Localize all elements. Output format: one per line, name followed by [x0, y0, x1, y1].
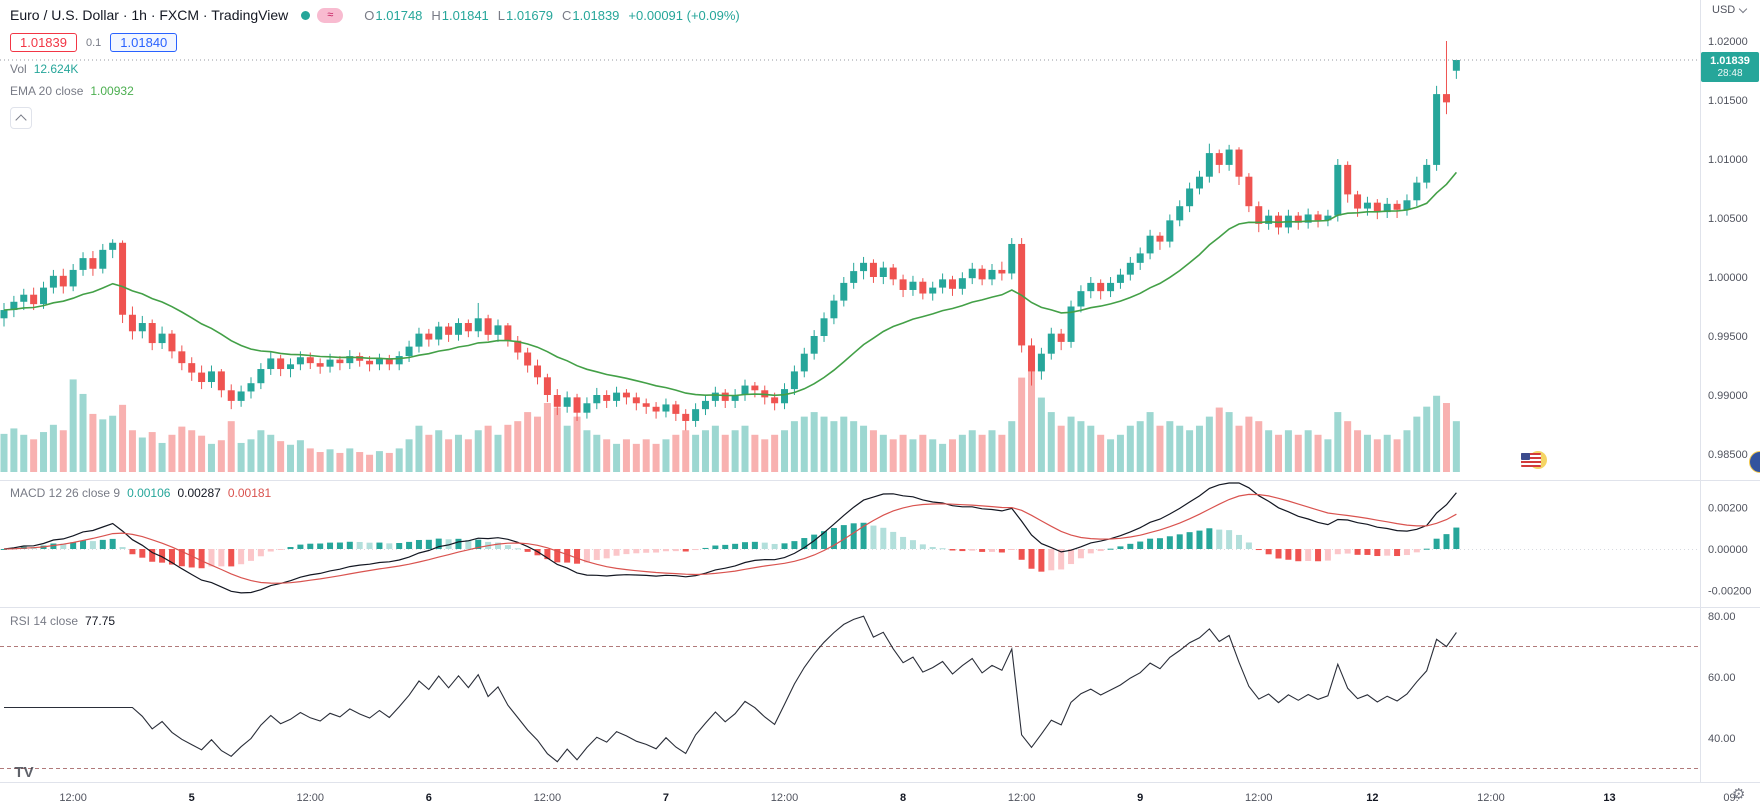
volume-value: 12.624K: [33, 62, 79, 76]
macd-hist-value: 0.00106: [127, 486, 171, 500]
svg-text:60.00: 60.00: [1708, 672, 1736, 684]
buy-price-button[interactable]: 1.01840: [110, 33, 178, 52]
market-status-dot-icon: [301, 10, 311, 20]
volume-label: Vol: [10, 62, 27, 76]
tradingview-logo[interactable]: TV: [14, 763, 34, 781]
svg-text:5: 5: [189, 792, 195, 804]
svg-text:09:: 09:: [1723, 792, 1738, 804]
ema-legend: EMA 20 close 1.00932: [10, 84, 134, 98]
current-price-badge: 1.01839 28:48: [1701, 52, 1759, 82]
svg-text:80.00: 80.00: [1708, 611, 1736, 623]
svg-text:40.00: 40.00: [1708, 733, 1736, 745]
svg-text:12: 12: [1366, 792, 1378, 804]
bid-ask-row: 1.01839 0.1 1.01840: [10, 33, 178, 52]
svg-text:12:00: 12:00: [1477, 792, 1505, 804]
macd-histogram: [0, 522, 1700, 572]
svg-text:12:00: 12:00: [1008, 792, 1036, 804]
low-value: 1.01679: [506, 7, 554, 23]
volume-layer: [0, 354, 1460, 472]
svg-text:0.99500: 0.99500: [1708, 331, 1748, 343]
collapse-legend-button[interactable]: [10, 107, 32, 129]
volume-legend: Vol 12.624K: [10, 62, 78, 76]
open-label: O: [364, 7, 375, 23]
grid-layer: [0, 0, 1760, 783]
chevron-down-icon: [1738, 4, 1748, 14]
svg-text:7: 7: [663, 792, 669, 804]
settings-gear-icon[interactable]: ⚙: [1732, 786, 1746, 803]
price-axis[interactable]: 1.02000 1.01500 1.01000 1.00500 1.00000 0.995…: [1708, 36, 1751, 745]
svg-text:13: 13: [1603, 792, 1615, 804]
approx-badge-icon[interactable]: ≈: [317, 7, 344, 23]
macd-label: MACD 12 26 close 9: [10, 486, 121, 500]
svg-text:9: 9: [1137, 792, 1143, 804]
high-value: 1.01841: [441, 7, 489, 23]
bar-countdown: 28:48: [1717, 68, 1743, 79]
macd-legend: MACD 12 26 close 9 0.00106 0.00287 0.001…: [10, 486, 271, 500]
svg-text:1.00500: 1.00500: [1708, 213, 1748, 225]
svg-text:8: 8: [900, 792, 906, 804]
svg-text:1.01500: 1.01500: [1708, 95, 1748, 107]
svg-text:12:00: 12:00: [771, 792, 799, 804]
svg-text:1.00000: 1.00000: [1708, 272, 1748, 284]
rsi-value: 77.75: [85, 614, 116, 628]
svg-text:1.02000: 1.02000: [1708, 36, 1748, 48]
svg-text:12:00: 12:00: [534, 792, 562, 804]
rsi-pane: [0, 615, 1700, 769]
svg-text:0.99000: 0.99000: [1708, 390, 1748, 402]
chevron-up-icon: [15, 113, 27, 126]
rsi-legend: RSI 14 close 77.75: [10, 614, 115, 628]
svg-text:12:00: 12:00: [297, 792, 325, 804]
candles-layer: [0, 41, 1460, 431]
macd-signal-value: 0.00181: [227, 486, 272, 500]
change-value: +0.00091 (+0.09%): [628, 7, 740, 23]
svg-text:12:00: 12:00: [59, 792, 87, 804]
current-price-value: 1.01839: [1710, 55, 1750, 67]
event-flag-us-icon[interactable]: [1521, 450, 1551, 470]
ema-label: EMA 20 close: [10, 84, 84, 98]
currency-selector[interactable]: USD: [1712, 4, 1748, 16]
high-label: H: [431, 7, 441, 23]
currency-label: USD: [1712, 4, 1736, 16]
open-value: 1.01748: [375, 7, 423, 23]
ema-line: [3, 171, 1458, 397]
svg-text:1.01000: 1.01000: [1708, 154, 1748, 166]
rsi-label: RSI 14 close: [10, 614, 79, 628]
chart-header: Euro / U.S. Dollar · 1h · FXCM · Trading…: [10, 7, 740, 23]
spread-value: 0.1: [86, 36, 102, 49]
macd-lines: [3, 482, 1457, 594]
svg-text:6: 6: [426, 792, 432, 804]
low-label: L: [497, 7, 506, 23]
ema-value: 1.00932: [90, 84, 134, 98]
time-axis[interactable]: 12:00 5 12:00 6 12:00 7 12:00 8 12:00 9 12:00 12 12:…: [59, 792, 1738, 804]
symbol-title[interactable]: Euro / U.S. Dollar · 1h · FXCM · Trading…: [10, 7, 289, 23]
svg-text:0.00200: 0.00200: [1708, 503, 1748, 515]
svg-text:-0.00200: -0.00200: [1708, 586, 1751, 598]
close-label: C: [562, 7, 572, 23]
svg-text:0.98500: 0.98500: [1708, 449, 1748, 461]
close-value: 1.01839: [572, 7, 620, 23]
macd-line-value: 0.00287: [177, 486, 221, 500]
sell-price-button[interactable]: 1.01839: [10, 33, 77, 52]
ohlc-readout: O1.01748 H1.01841 L1.01679 C1.01839 +0.0…: [364, 8, 739, 23]
svg-text:0.00000: 0.00000: [1708, 544, 1748, 556]
svg-text:12:00: 12:00: [1245, 792, 1273, 804]
